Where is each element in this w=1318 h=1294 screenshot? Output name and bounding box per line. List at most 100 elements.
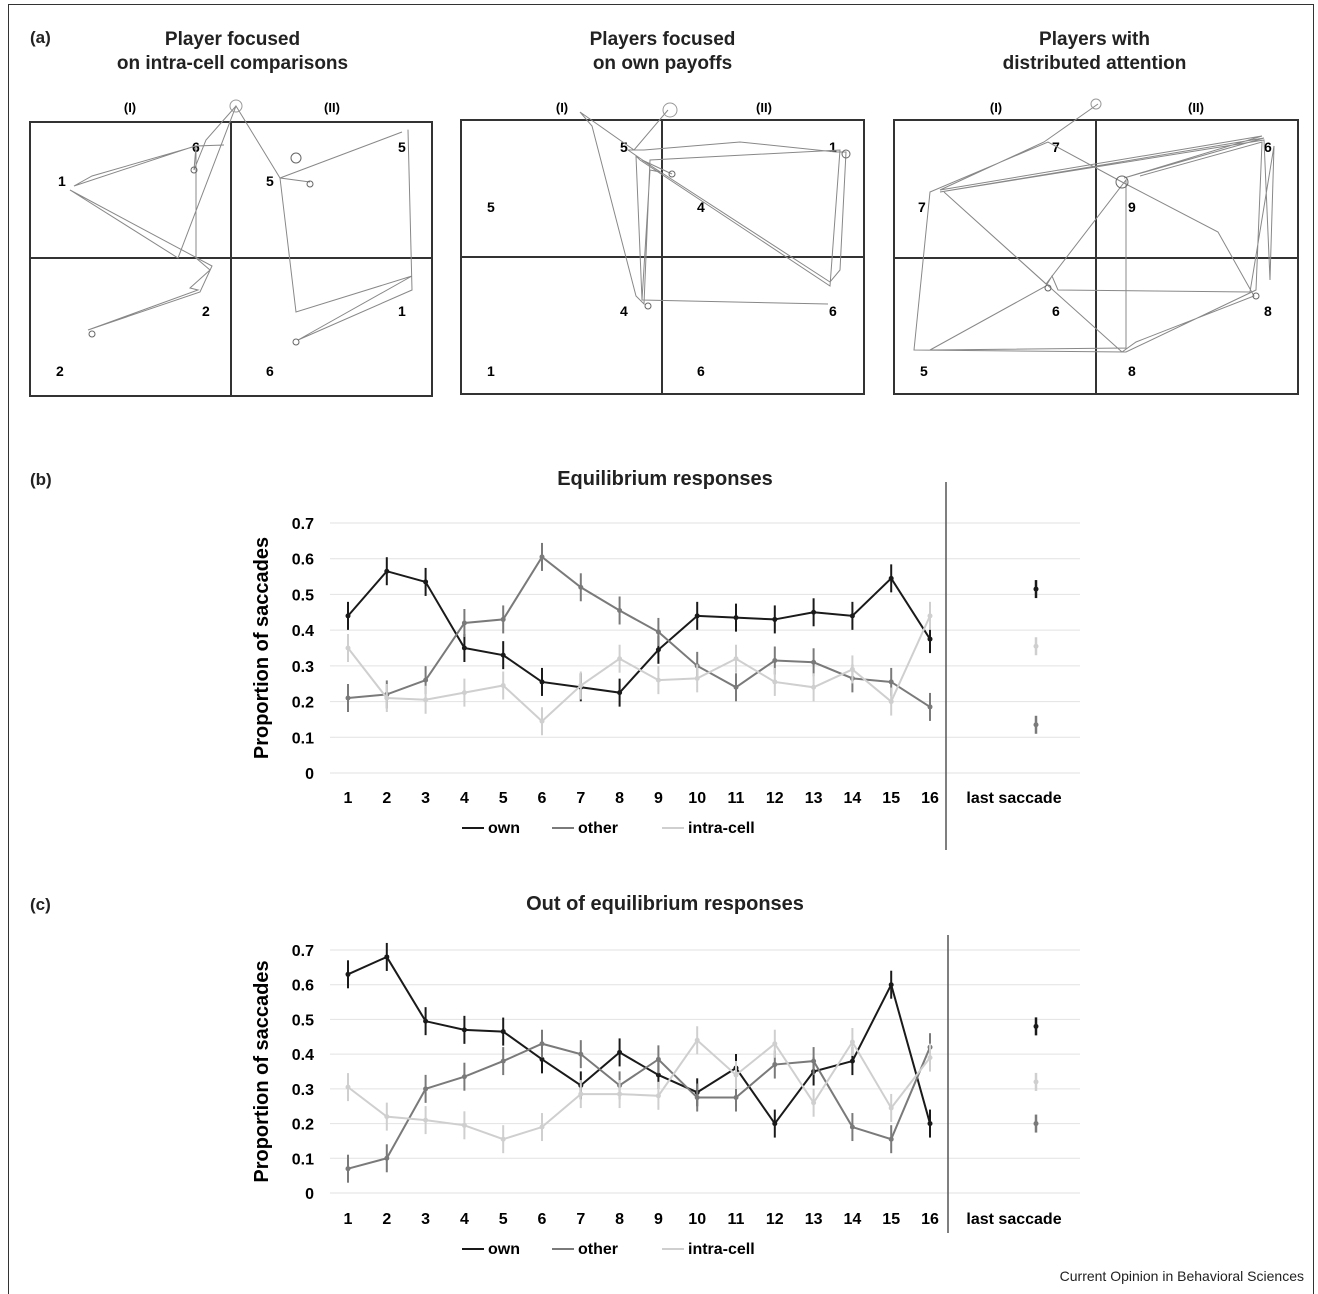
grid2-cell: 5	[620, 139, 628, 155]
data-point-intra-cell	[423, 697, 429, 703]
x-tick-label-last: last saccade	[966, 790, 1061, 807]
chart-c-title: Out of equilibrium responses	[526, 893, 804, 915]
y-tick-label: 0.1	[292, 730, 314, 747]
data-point-own	[888, 575, 894, 581]
legend-label-other: other	[578, 1241, 618, 1258]
grid1-cell: 5	[266, 173, 274, 189]
data-point-other	[384, 1155, 390, 1161]
data-point-other	[345, 695, 351, 701]
last-saccade-point-intra-cell	[1033, 1079, 1039, 1085]
grid2-cell: 1	[487, 363, 495, 379]
last-saccade-point-intra-cell	[1033, 643, 1039, 649]
grid1-title: Player focused on intra-cell comparisons	[116, 29, 349, 74]
data-point-intra-cell	[811, 684, 817, 690]
y-tick-label: 0	[305, 766, 314, 783]
data-point-own	[617, 1049, 623, 1055]
data-point-intra-cell	[811, 1100, 817, 1106]
panel-b-label: (b)	[30, 470, 52, 489]
grid-1: (I) (II) 6 5 1 5 2 1 2 6	[29, 99, 433, 397]
data-point-intra-cell	[345, 1084, 351, 1090]
data-point-intra-cell	[927, 1055, 933, 1061]
data-point-own	[500, 1029, 506, 1035]
x-tick-label: 6	[538, 1211, 547, 1228]
data-point-own	[461, 1027, 467, 1033]
data-point-intra-cell	[539, 718, 545, 724]
x-tick-label: 10	[688, 790, 706, 807]
x-tick-label: 15	[882, 1211, 900, 1228]
grid3-cell: 5	[920, 363, 928, 379]
data-point-other	[811, 1058, 817, 1064]
x-tick-label: 15	[882, 790, 900, 807]
data-point-intra-cell	[733, 656, 739, 662]
x-tick-label: 14	[844, 1211, 862, 1228]
grid1-cell: 5	[398, 139, 406, 155]
data-point-own	[811, 609, 817, 615]
series-line-intra-cell	[347, 615, 931, 723]
data-point-other	[539, 1041, 545, 1047]
x-tick-label: 7	[576, 1211, 585, 1228]
data-point-intra-cell	[345, 645, 351, 651]
data-point-other	[733, 684, 739, 690]
data-point-other	[888, 1136, 894, 1142]
data-point-other	[461, 1074, 467, 1080]
x-tick-label: 8	[615, 1211, 624, 1228]
y-tick-label: 0.1	[292, 1151, 314, 1168]
last-saccade-point-other	[1033, 1121, 1039, 1127]
data-point-other	[423, 677, 429, 683]
x-tick-label: 12	[766, 790, 784, 807]
grid2-col-i: (I)	[556, 100, 568, 115]
data-point-intra-cell	[461, 1122, 467, 1128]
data-point-intra-cell	[500, 683, 506, 688]
x-tick-label: 11	[728, 790, 745, 807]
series-line-other	[347, 555, 931, 708]
y-tick-label: 0.7	[292, 943, 314, 960]
data-point-intra-cell	[655, 1093, 661, 1099]
payoff-grids: (I) (II) 6 5 1 5 2 1 2 6 (I) (II) 5 1 5 …	[29, 98, 1299, 397]
chart-b-title: Equilibrium responses	[557, 468, 773, 490]
grid2-cell: 6	[829, 303, 837, 319]
data-point-other	[655, 1056, 661, 1062]
x-tick-label: 9	[654, 1211, 663, 1228]
grid1-cell: 1	[398, 303, 406, 319]
x-tick-label: 3	[421, 790, 430, 807]
data-point-own	[927, 1121, 933, 1127]
y-tick-label: 0.3	[292, 1082, 314, 1099]
legend-label-intra-cell: intra-cell	[688, 1241, 755, 1258]
data-point-intra-cell	[539, 1124, 545, 1130]
data-point-own	[423, 579, 429, 585]
data-point-other	[500, 616, 506, 622]
data-point-other	[578, 1051, 584, 1057]
scanpath	[913, 103, 1275, 353]
chart-b: 0 0.1 0.2 0.3 0.4 0.5 0.6 0.7 Proportion of sacc…	[251, 482, 1080, 850]
y-tick-label: 0	[305, 1186, 314, 1203]
data-point-intra-cell	[384, 695, 390, 701]
x-tick-label: 13	[805, 1211, 823, 1228]
figure-frame	[8, 4, 1314, 1294]
data-point-own	[345, 613, 351, 619]
grid2-title: Players focused on own payoffs	[589, 29, 736, 74]
series-line-own	[347, 955, 931, 1126]
data-point-own	[655, 1072, 661, 1078]
x-tick-label: 5	[499, 1211, 508, 1228]
grid3-cell: 6	[1052, 303, 1060, 319]
y-axis-label: Proportion of saccades	[251, 960, 273, 1182]
data-point-own	[500, 652, 506, 658]
last-saccade-point-other	[1033, 722, 1039, 728]
data-point-intra-cell	[578, 1091, 584, 1097]
grid-2: (I) (II) 5 1 5 4 4 6 1 6	[460, 100, 865, 395]
grid2-cell: 4	[697, 199, 705, 215]
x-tick-label-last: last saccade	[966, 1211, 1061, 1228]
last-saccade-point-own	[1033, 586, 1039, 592]
data-point-intra-cell	[384, 1114, 390, 1120]
grid3-cell: 8	[1128, 363, 1136, 379]
x-tick-label: 4	[460, 790, 469, 807]
x-tick-label: 11	[728, 1211, 745, 1228]
legend-label-own: own	[488, 1241, 520, 1258]
data-point-own	[423, 1018, 429, 1024]
series-line-intra-cell	[347, 1038, 931, 1141]
scanpath	[579, 109, 847, 306]
grid1-cell: 2	[56, 363, 64, 379]
x-tick-label: 10	[688, 1211, 706, 1228]
grid1-cell: 6	[266, 363, 274, 379]
data-point-own	[539, 679, 545, 685]
